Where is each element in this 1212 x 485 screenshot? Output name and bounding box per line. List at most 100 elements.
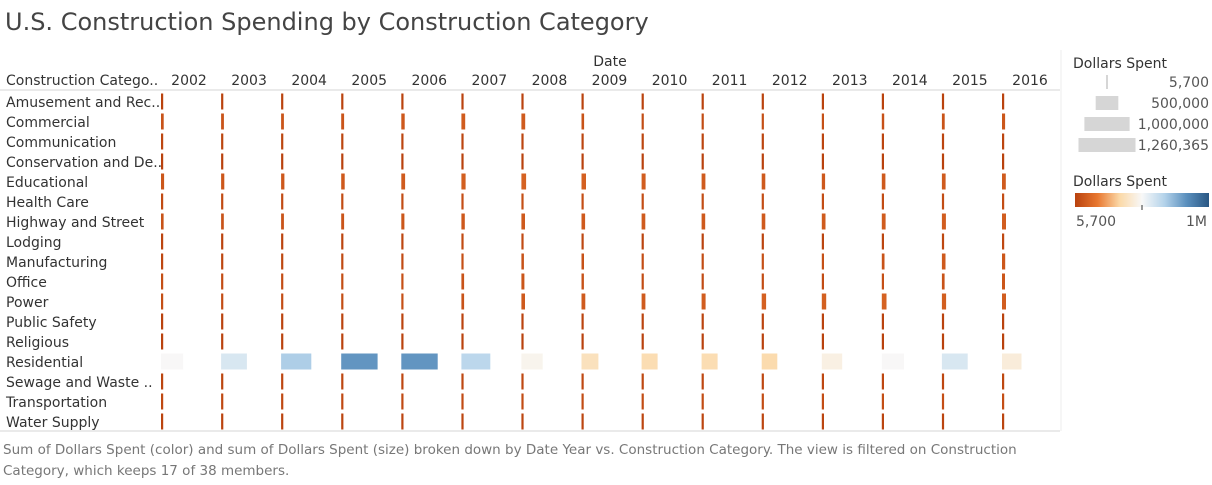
heat-mark[interactable] [761,413,764,430]
heat-mark[interactable] [941,213,946,230]
heat-mark[interactable] [221,353,247,370]
heat-mark[interactable] [941,93,945,110]
heat-mark[interactable] [221,253,224,270]
heat-mark[interactable] [881,213,886,230]
heat-mark[interactable] [761,253,764,270]
heat-mark[interactable] [161,233,164,250]
heat-mark[interactable] [221,333,224,350]
heat-mark[interactable] [281,333,284,350]
heat-mark[interactable] [761,333,764,350]
heat-mark[interactable] [221,293,224,310]
heat-mark[interactable] [581,113,585,130]
heat-mark[interactable] [281,173,285,190]
heat-mark[interactable] [941,273,945,290]
heat-mark[interactable] [461,153,464,170]
heat-mark[interactable] [581,93,584,110]
heat-mark[interactable] [581,173,587,190]
heat-mark[interactable] [161,333,164,350]
heat-mark[interactable] [581,193,584,210]
heat-mark[interactable] [221,313,224,330]
heat-mark[interactable] [821,93,824,110]
heat-mark[interactable] [881,253,885,270]
heat-mark[interactable] [761,293,767,310]
heat-mark[interactable] [401,153,404,170]
heat-mark[interactable] [581,153,584,170]
heat-mark[interactable] [521,113,526,130]
heat-mark[interactable] [521,233,524,250]
heat-mark[interactable] [581,353,599,370]
heat-mark[interactable] [401,293,404,310]
heat-mark[interactable] [281,113,284,130]
heat-mark[interactable] [881,333,884,350]
heat-mark[interactable] [461,273,465,290]
heat-mark[interactable] [461,293,465,310]
heat-mark[interactable] [221,213,224,230]
heat-mark[interactable] [761,373,764,390]
heat-mark[interactable] [881,153,884,170]
heat-mark[interactable] [521,173,527,190]
heat-mark[interactable] [341,313,344,330]
heat-mark[interactable] [221,153,224,170]
heat-mark[interactable] [881,133,884,150]
heat-mark[interactable] [821,113,824,130]
heat-mark[interactable] [821,373,824,390]
heat-mark[interactable] [281,353,312,370]
heat-mark[interactable] [1002,153,1005,170]
heat-mark[interactable] [221,233,224,250]
heat-mark[interactable] [521,133,524,150]
heat-mark[interactable] [281,393,284,410]
heat-mark[interactable] [881,393,884,410]
heat-mark[interactable] [281,253,284,270]
heat-mark[interactable] [341,93,344,110]
heat-mark[interactable] [281,213,284,230]
heat-mark[interactable] [701,353,718,370]
heat-mark[interactable] [401,313,404,330]
heat-mark[interactable] [581,133,584,150]
heat-mark[interactable] [401,213,405,230]
heat-mark[interactable] [161,213,164,230]
heat-mark[interactable] [341,273,344,290]
heat-mark[interactable] [1002,293,1006,310]
heat-mark[interactable] [401,333,404,350]
heat-mark[interactable] [641,113,644,130]
heat-mark[interactable] [1002,173,1006,190]
heat-mark[interactable] [401,173,406,190]
heat-mark[interactable] [341,153,344,170]
heat-mark[interactable] [401,133,404,150]
heat-mark[interactable] [341,393,344,410]
heat-mark[interactable] [701,233,704,250]
heat-mark[interactable] [341,253,344,270]
heat-mark[interactable] [881,293,887,310]
heat-mark[interactable] [581,273,584,290]
heat-mark[interactable] [941,393,945,410]
heat-mark[interactable] [941,353,968,370]
heat-mark[interactable] [1002,333,1005,350]
heat-mark[interactable] [521,373,524,390]
heat-mark[interactable] [701,173,706,190]
heat-mark[interactable] [881,313,884,330]
heat-mark[interactable] [281,193,284,210]
heat-mark[interactable] [761,393,764,410]
heat-mark[interactable] [941,333,945,350]
heat-mark[interactable] [701,273,704,290]
heat-mark[interactable] [161,173,165,190]
heat-mark[interactable] [221,373,224,390]
heat-mark[interactable] [941,313,945,330]
heat-mark[interactable] [521,93,524,110]
heat-mark[interactable] [881,113,885,130]
heat-mark[interactable] [461,253,464,270]
heat-mark[interactable] [701,393,704,410]
heat-mark[interactable] [401,413,404,430]
heat-mark[interactable] [701,253,704,270]
heat-mark[interactable] [701,413,704,430]
heat-mark[interactable] [161,353,184,370]
heat-mark[interactable] [881,193,884,210]
heat-mark[interactable] [641,253,644,270]
heat-mark[interactable] [881,173,886,190]
heat-mark[interactable] [161,393,164,410]
heat-mark[interactable] [1002,393,1005,410]
heat-mark[interactable] [821,353,843,370]
heat-mark[interactable] [281,373,284,390]
heat-mark[interactable] [701,93,704,110]
heat-mark[interactable] [1002,213,1006,230]
